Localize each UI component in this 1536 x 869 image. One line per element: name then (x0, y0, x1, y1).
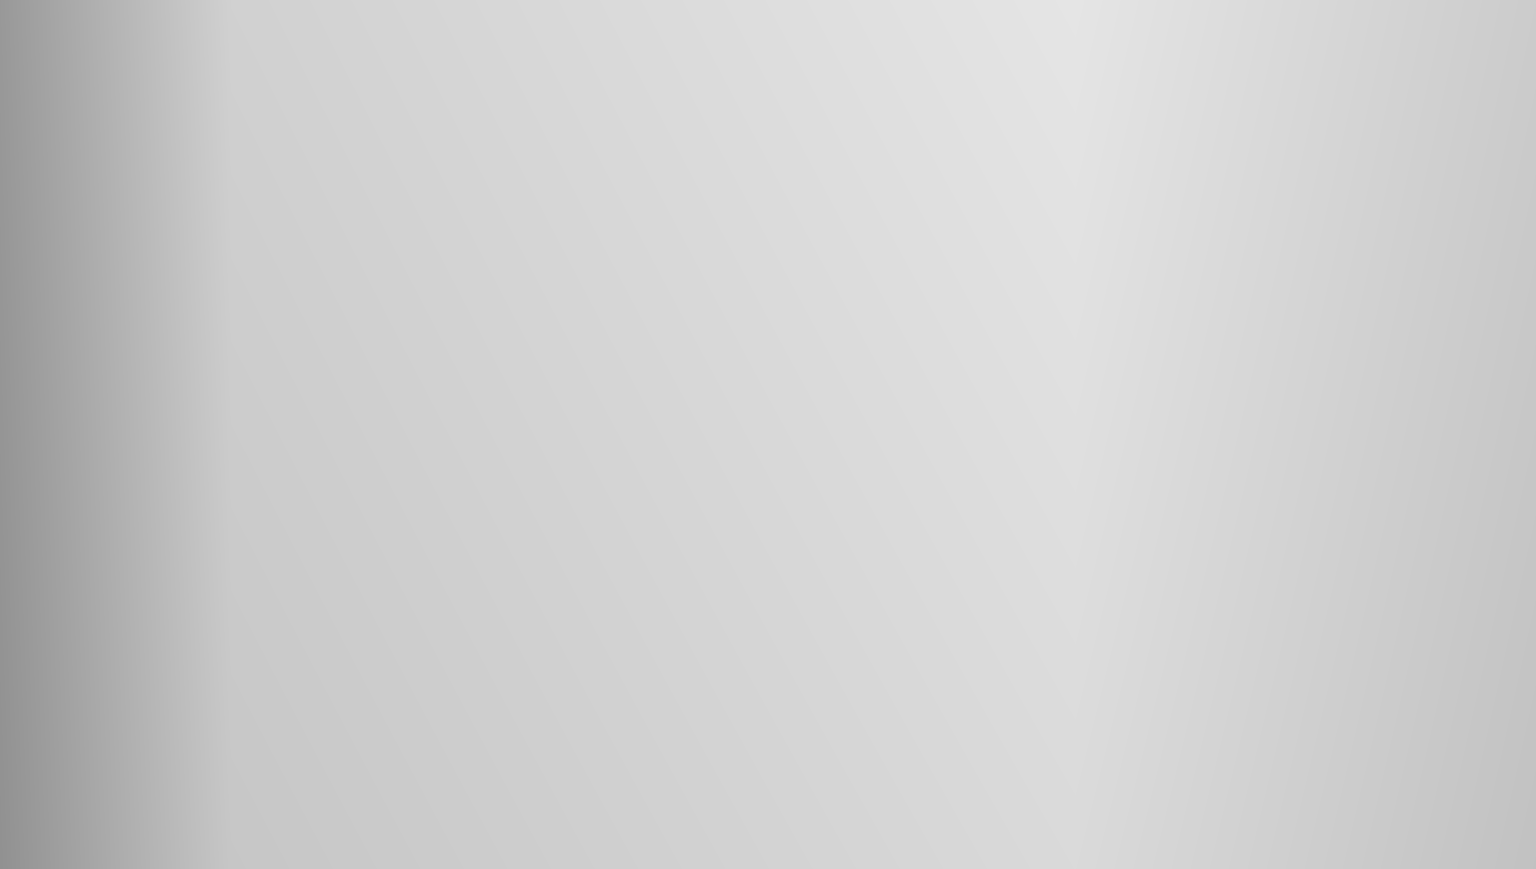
Text: kerja?: kerja? (238, 126, 333, 156)
Text: Produce a new electron called photoelectron: Produce a new electron called photoelect… (370, 487, 1064, 518)
Text: A: A (269, 255, 298, 289)
Text: Electron released from the metal surface only: Electron released from the metal surface… (370, 390, 1081, 421)
Text: D: D (269, 539, 301, 573)
Text: Elektron dilepaskan dari permukaan logam sahaja: Elektron dilepaskan dari permukaan logam… (370, 350, 1224, 382)
Text: Menghasilkan tenaga kinetik sahaja: Menghasilkan tenaga kinetik sahaja (370, 255, 982, 286)
Text: Electron released from the metal surface with maximum kinetic energy: Electron released from the metal surface… (370, 579, 1478, 610)
Text: What happen in a photoelectric effect when the energy of photon exceeded work: What happen in a photoelectric effect wh… (238, 160, 1536, 192)
Text: function?: function? (238, 202, 396, 235)
Text: Elektron dilepaskan dari permukaan logam dengan tenaga kinetik maksimum: Elektron dilepaskan dari permukaan logam… (370, 539, 1536, 571)
Text: B: B (269, 350, 300, 384)
Text: Produced the kinetic energy only: Produced the kinetic energy only (370, 295, 883, 325)
Text: Menghasilkan satu elektron baharu yang disebut fotoelektron: Menghasilkan satu elektron baharu yang d… (370, 447, 1419, 479)
Text: C: C (269, 447, 298, 481)
